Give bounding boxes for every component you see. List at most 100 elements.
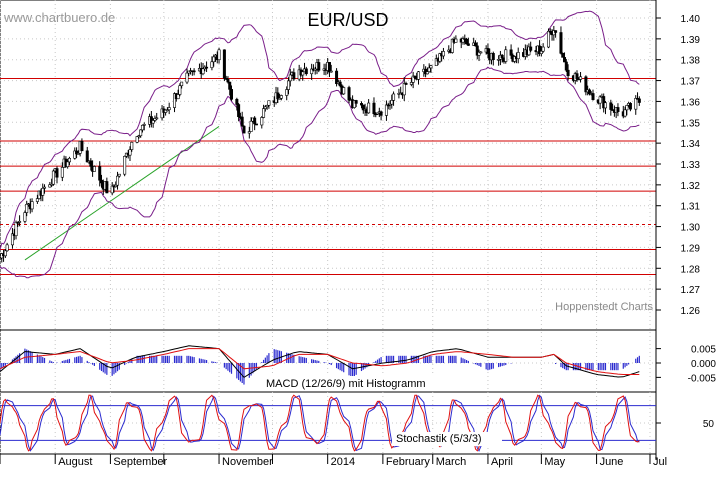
candle-body <box>228 81 232 90</box>
candle-body <box>89 160 93 167</box>
candle-body <box>554 30 558 33</box>
candle-body <box>473 42 477 47</box>
candle-body <box>438 53 442 62</box>
candle-body <box>249 120 253 132</box>
candle-body <box>539 50 543 55</box>
macd-tick-label: 0.005 <box>691 345 716 356</box>
candle-body <box>564 61 568 71</box>
candle-body <box>55 168 59 178</box>
price-tick-label: 1.33 <box>681 160 701 171</box>
candle-body <box>14 221 18 237</box>
candle-body <box>301 71 305 76</box>
stochastic-y-axis-ticks: 50 <box>656 419 714 430</box>
bollinger-bands <box>0 10 640 279</box>
price-tick-label: 1.37 <box>681 77 701 88</box>
candle-body <box>434 58 438 66</box>
macd-label-bg <box>262 376 448 390</box>
price-tick-label: 1.26 <box>681 306 701 317</box>
candle-body <box>575 73 579 80</box>
candle-body <box>461 38 465 43</box>
bollinger-lower <box>0 66 640 279</box>
price-y-axis-ticks: 1.40 1.39 1.38 1.37 1.36 1.35 1.34 1.33 1.32 1.31… <box>655 0 701 460</box>
price-tick-label: 1.38 <box>681 56 701 67</box>
candle-body <box>43 186 47 189</box>
candle-body <box>479 51 483 54</box>
macd-signal-line <box>0 348 640 375</box>
candle-body <box>67 158 71 163</box>
candle-body <box>105 181 109 194</box>
candle-body <box>173 93 177 108</box>
candle-body <box>354 100 358 104</box>
candle-body <box>538 45 542 55</box>
price-tick-label: 1.29 <box>681 243 701 254</box>
candle-body <box>165 109 169 112</box>
candle-body <box>164 109 168 113</box>
price-candles <box>0 25 641 263</box>
candle-body <box>541 46 545 52</box>
candle-body <box>579 76 583 80</box>
candle-body <box>286 80 290 90</box>
stochastic-label: Stochastik (5/3/3) <box>396 433 482 445</box>
candle-body <box>254 123 258 126</box>
x-axis-ticks: August September November 2014 February March… <box>0 453 667 468</box>
candle-body <box>603 102 607 109</box>
macd-lines <box>0 345 640 379</box>
candle-body <box>66 161 70 167</box>
price-tick-label: 1.40 <box>681 14 701 25</box>
candle-body <box>51 170 55 185</box>
candle-body <box>486 48 490 54</box>
candle-body <box>342 87 346 95</box>
candle-body <box>367 102 371 114</box>
candle-body <box>267 100 271 106</box>
candle-body <box>10 233 14 246</box>
candle-body <box>160 108 164 119</box>
candle-body <box>192 70 196 73</box>
price-tick-label: 1.32 <box>681 181 701 192</box>
candle-body <box>347 87 351 101</box>
candle-body <box>454 38 458 43</box>
candle-body <box>584 76 588 93</box>
candle-body <box>23 212 27 222</box>
trendline <box>24 126 220 261</box>
candle-body <box>5 244 9 252</box>
candle-body <box>265 104 269 108</box>
candle-body <box>139 129 143 137</box>
candle-body <box>149 116 153 124</box>
candle-body <box>242 125 246 134</box>
candle-body <box>304 68 308 75</box>
x-tick-label: February <box>386 456 431 468</box>
candle-body <box>75 150 79 155</box>
chart-title: EUR/USD <box>307 10 388 30</box>
candle-body <box>176 94 180 100</box>
candle-body <box>285 89 289 96</box>
candle-body <box>404 83 408 85</box>
candle-body <box>427 67 431 72</box>
candle-body <box>73 150 77 159</box>
candle-body <box>3 250 7 257</box>
candle-body <box>390 100 394 105</box>
x-tick-label: June <box>600 456 624 468</box>
candle-body <box>110 185 114 194</box>
candle-body <box>288 74 292 82</box>
candle-body <box>500 54 504 59</box>
candle-body <box>379 111 383 116</box>
candle-body <box>509 49 513 56</box>
candle-body <box>210 61 214 68</box>
candle-body <box>338 81 342 87</box>
candle-body <box>637 98 641 103</box>
candle-body <box>317 62 321 71</box>
candle-body <box>185 72 189 83</box>
candle-body <box>48 184 52 188</box>
credit-label: Hoppenstedt Charts <box>555 301 653 313</box>
candle-body <box>187 70 191 74</box>
candle-body <box>623 109 627 117</box>
x-tick-label: May <box>544 456 565 468</box>
candle-body <box>628 103 632 110</box>
candle-body <box>116 175 120 186</box>
candle-body <box>30 201 34 210</box>
candle-body <box>167 107 171 111</box>
candle-body <box>310 68 314 75</box>
candle-body <box>260 117 264 126</box>
candle-body <box>247 131 251 134</box>
candle-body <box>140 124 144 131</box>
